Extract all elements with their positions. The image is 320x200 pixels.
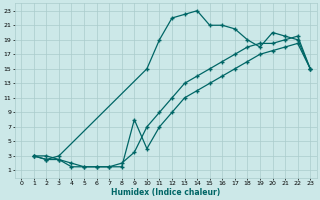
X-axis label: Humidex (Indice chaleur): Humidex (Indice chaleur) (111, 188, 220, 197)
